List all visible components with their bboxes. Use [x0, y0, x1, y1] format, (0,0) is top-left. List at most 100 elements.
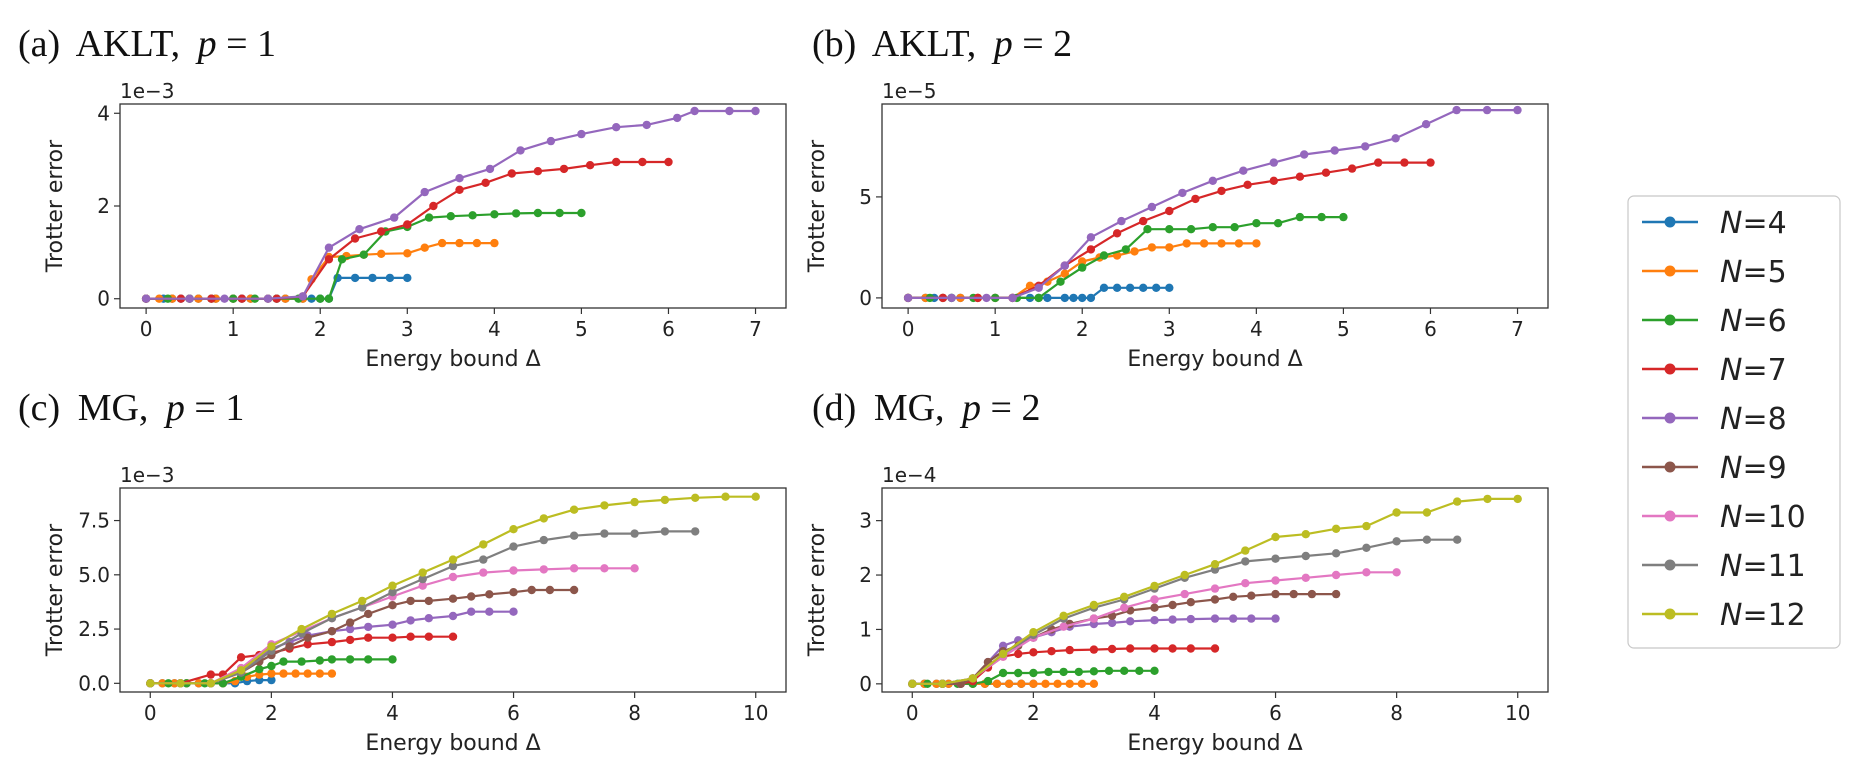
- panel-d-data-point: [1331, 570, 1341, 580]
- panel-b-data-point: [1330, 146, 1339, 155]
- panel-c-data-point: [364, 633, 373, 642]
- panel-c-data-point: [327, 669, 337, 678]
- panel-c-ytick-label: 5.0: [78, 563, 110, 587]
- panel-b-data-point: [1186, 225, 1196, 234]
- panel-d-xtick-label: 2: [1027, 701, 1040, 725]
- panel-d-offset-exponent: 1e−4: [882, 463, 937, 487]
- panel-a-data-point: [420, 243, 429, 252]
- legend-label: N=12: [1720, 598, 1806, 633]
- panel-d-data-point: [1168, 615, 1177, 624]
- panel-d-data-point: [1150, 616, 1159, 625]
- panel-d-data-point: [1247, 614, 1256, 623]
- panel-a-data-point: [429, 201, 438, 211]
- panel-d-data-point: [998, 668, 1008, 678]
- panel-c-xtick-label: 4: [386, 701, 399, 725]
- panel-b-data-point: [1034, 283, 1043, 292]
- panel-d-data-point: [1004, 679, 1014, 688]
- panel-c-data-point: [509, 542, 518, 551]
- panel-c-data-point: [424, 596, 433, 606]
- legend-swatch-marker: [1664, 363, 1676, 375]
- panel-c-data-point: [146, 679, 155, 688]
- panel-d-data-point: [1150, 666, 1159, 675]
- panel-c-data-point: [315, 669, 324, 678]
- panel-c-data-point: [267, 661, 276, 671]
- panel-a-data-point: [507, 169, 516, 178]
- panel-d-data-point: [1089, 600, 1099, 610]
- panel-a-data-point: [350, 273, 360, 283]
- panel-c-data-point: [660, 495, 670, 505]
- panel-d-data-point: [1247, 591, 1256, 600]
- panel-b-xtick-label: 2: [1076, 317, 1089, 341]
- panel-c-data-point: [467, 607, 476, 616]
- panel-d-data-point: [1089, 645, 1099, 654]
- panel-c-series-line: [150, 635, 453, 685]
- panel-c-data-point: [479, 555, 488, 564]
- panel-d-data-point: [1186, 598, 1196, 607]
- panel-c-plot-frame: [119, 487, 787, 693]
- panel-c-data-point: [297, 657, 306, 666]
- panel-c-data-point: [406, 632, 415, 641]
- panel-b-xtick-label: 6: [1424, 317, 1437, 341]
- panel-c-data-point: [691, 493, 700, 502]
- panel-d-data-point: [1301, 530, 1311, 539]
- panel-b-data-point: [1178, 188, 1187, 198]
- panel-d-data-point: [1089, 667, 1099, 676]
- panel-b-series-N8: [903, 105, 1522, 303]
- panel-c-data-point: [545, 585, 555, 595]
- panel-a-xtick-label: 1: [227, 317, 240, 341]
- panel-d-data-point: [1029, 648, 1038, 657]
- panel-d-xtick-label: 0: [906, 701, 919, 725]
- panel-a-series-line: [146, 109, 756, 300]
- panel-c-data-point: [418, 574, 427, 584]
- panel-c-data-point: [406, 596, 415, 606]
- panel-a-data-point: [220, 294, 229, 303]
- panel-a-data-point: [533, 167, 543, 176]
- panel-c-data-point: [327, 609, 337, 619]
- panel-d-data-point: [1301, 551, 1311, 561]
- legend: N=4 N=5 N=6 N=7 N=8 N=9 N=10 N=11 N=12: [1627, 195, 1841, 649]
- panel-a-data-point: [403, 273, 412, 283]
- panel-d-data-point: [1126, 617, 1135, 626]
- panel-b-data-point: [1078, 293, 1087, 303]
- panel-a-data-point: [337, 255, 347, 264]
- panel-b-data-point: [1086, 293, 1096, 303]
- panel-b-series-line: [908, 108, 1518, 299]
- panel-b-data-point: [1125, 283, 1135, 292]
- panel-b-data-point: [1400, 158, 1409, 167]
- panel-b-data-point: [1513, 105, 1522, 115]
- panel-d-data-point: [938, 679, 947, 688]
- panel-a-data-point: [485, 164, 495, 174]
- panel-d-data-point: [1168, 644, 1177, 653]
- panel-d-data-point: [1029, 668, 1038, 678]
- panel-c-data-point: [569, 564, 579, 573]
- panel-d-data-point: [1059, 611, 1068, 620]
- panel-c-data-point: [406, 616, 415, 625]
- panel-c-ytick-label: 0.0: [78, 671, 110, 695]
- panel-d-data-point: [1307, 589, 1317, 599]
- panel-d-data-point: [1186, 614, 1196, 624]
- panel-d-data-point: [998, 649, 1008, 659]
- legend-swatch-marker: [1664, 510, 1676, 522]
- panel-a-data-point: [355, 225, 364, 234]
- panel-c-data-point: [527, 585, 536, 595]
- panel-b-data-point: [1152, 283, 1161, 292]
- panel-c-data-point: [345, 655, 355, 664]
- panel-c-data-point: [388, 588, 397, 597]
- panel-a-data-point: [690, 106, 699, 116]
- legend-frame: [1627, 195, 1841, 649]
- panel-d-data-point: [1107, 618, 1117, 628]
- panel-a-data-point: [612, 123, 621, 132]
- panel-c-data-point: [255, 657, 264, 666]
- panel-a-data-point: [455, 238, 464, 248]
- panel-b-data-point: [1034, 293, 1043, 303]
- panel-a-ytick-label: 2: [97, 194, 110, 218]
- legend-label: N=9: [1720, 451, 1787, 486]
- legend-swatch-marker: [1664, 461, 1676, 473]
- panel-c-xtick-label: 10: [743, 701, 768, 725]
- panel-a-data-point: [490, 238, 499, 248]
- panel-d-data-point: [1089, 614, 1099, 623]
- legend-entry-N8: N=8: [1642, 402, 1787, 437]
- legend-entry-N5: N=5: [1642, 255, 1787, 290]
- panel-c-data-point: [303, 633, 312, 642]
- panel-c-data-point: [467, 592, 476, 601]
